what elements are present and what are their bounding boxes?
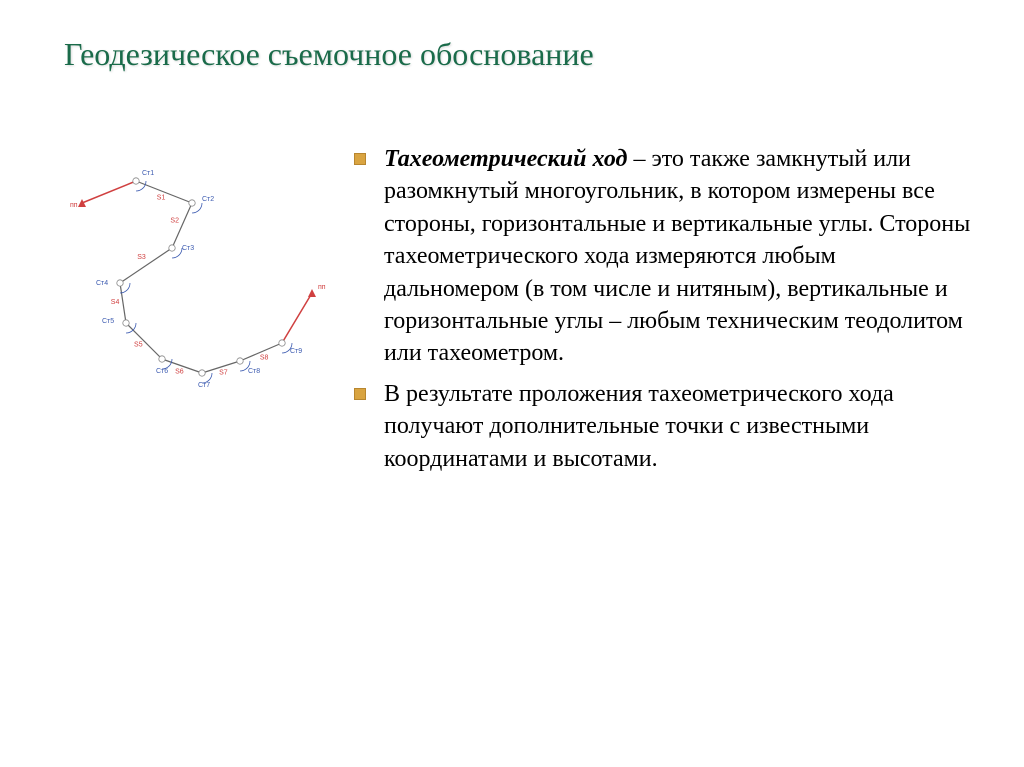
svg-text:Ст9: Ст9: [290, 348, 302, 355]
svg-text:Ст1: Ст1: [142, 170, 154, 177]
svg-text:Ст6: Ст6: [156, 368, 168, 375]
svg-text:S5: S5: [134, 342, 143, 349]
svg-text:S8: S8: [260, 354, 269, 361]
traverse-diagram: S1 S2 S3 S4 S5 S6 S7 S8 Ст1 Ст2 Ст3 Ст4 Ст5 Ст6 Ст7 Ст8…: [64, 143, 344, 403]
bullet-text: Тахеометрический ход – это также замкнут…: [384, 143, 976, 370]
bullet-rest: – это также замкнутый или разомкнутый мн…: [384, 146, 970, 366]
svg-text:S2: S2: [170, 217, 179, 224]
svg-text:S7: S7: [219, 370, 228, 377]
bullet-icon: [354, 388, 366, 400]
svg-text:Ст3: Ст3: [182, 245, 194, 252]
svg-text:Ст2: Ст2: [202, 196, 214, 203]
svg-text:S3: S3: [137, 254, 146, 261]
bullet-icon: [354, 153, 366, 165]
list-item: Тахеометрический ход – это также замкнут…: [354, 143, 976, 370]
svg-text:Ст8: Ст8: [248, 368, 260, 375]
bullet-rest: В результате проложения тахеометрическог…: [384, 381, 894, 472]
page-title: Геодезическое съемочное обоснование: [64, 36, 976, 73]
svg-text:Ст5: Ст5: [102, 318, 114, 325]
svg-text:S6: S6: [175, 369, 184, 376]
content-row: S1 S2 S3 S4 S5 S6 S7 S8 Ст1 Ст2 Ст3 Ст4 Ст5 Ст6 Ст7 Ст8…: [64, 143, 976, 483]
svg-text:S1: S1: [157, 194, 166, 201]
bullet-text: В результате проложения тахеометрическог…: [384, 378, 976, 475]
list-item: В результате проложения тахеометрическог…: [354, 378, 976, 475]
bullet-list: Тахеометрический ход – это также замкнут…: [354, 143, 976, 483]
svg-text:S4: S4: [111, 299, 120, 306]
svg-text:Ст4: Ст4: [96, 280, 108, 287]
svg-text:Ст7: Ст7: [198, 382, 210, 389]
bullet-lead: Тахеометрический ход: [384, 146, 627, 172]
svg-text:пп: пп: [318, 284, 326, 291]
svg-text:пп: пп: [70, 202, 78, 209]
